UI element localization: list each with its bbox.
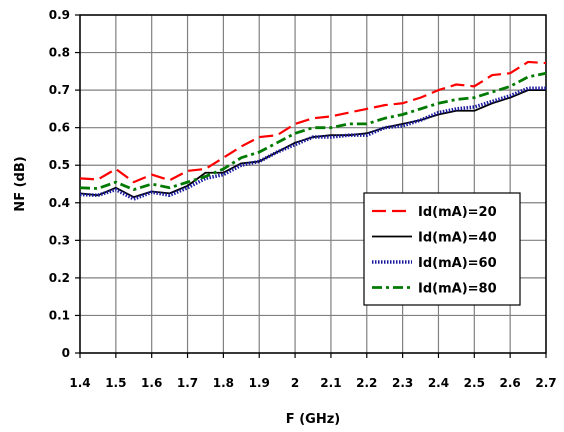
x-tick-label: 2.7 [535, 376, 556, 390]
series-lines [79, 60, 547, 201]
x-tick-label: 1.8 [213, 376, 234, 390]
legend-label: Id(mA)=20 [418, 205, 497, 220]
y-tick-label: 0.4 [49, 196, 70, 210]
x-axis-title: F (GHz) [286, 412, 340, 427]
y-tick-label: 0.9 [49, 8, 70, 22]
plot-area-frame [79, 14, 547, 354]
x-tick-label: 2.1 [320, 376, 341, 390]
legend-label: Id(mA)=60 [418, 256, 497, 271]
x-tick-label: 2.5 [464, 376, 485, 390]
x-tick-label: 1.6 [141, 376, 162, 390]
legend-label: Id(mA)=40 [418, 231, 497, 246]
y-tick-label: 0.7 [49, 83, 70, 97]
x-axis-ticks: 1.4 1.5 1.6 1.7 1.8 1.9 2 2.1 2.2 2.3 2.4 2.5 2.6 2.7 [69, 353, 557, 390]
y-axis-title: NF (dB) [13, 156, 28, 211]
x-tick-label: 2.2 [356, 376, 377, 390]
y-tick-label: 0.8 [49, 46, 70, 60]
series-line-3 [79, 71, 547, 192]
x-tick-label: 2.3 [392, 376, 413, 390]
y-tick-label: 0.1 [49, 308, 70, 322]
x-tick-label: 2 [291, 376, 299, 390]
x-tick-label: 2.6 [500, 376, 521, 390]
legend-box [363, 192, 521, 306]
x-tick-label: 1.5 [105, 376, 126, 390]
y-tick-label: 0.2 [49, 271, 70, 285]
legend-label: Id(mA)=80 [418, 282, 497, 297]
series-line-2 [79, 86, 546, 201]
y-axis-ticks: 0 0.1 0.2 0.3 0.4 0.5 0.6 0.7 0.8 0.9 [49, 8, 80, 360]
y-tick-label: 0 [62, 346, 70, 360]
y-tick-label: 0.5 [49, 158, 70, 172]
x-tick-label: 1.9 [249, 376, 270, 390]
x-tick-label: 2.4 [428, 376, 449, 390]
x-tick-label: 1.7 [177, 376, 198, 390]
x-tick-label: 1.4 [69, 376, 90, 390]
y-tick-label: 0.3 [49, 233, 70, 247]
y-tick-label: 0.6 [49, 121, 70, 135]
legend: Id(mA)=20 Id(mA)=40 Id(mA)=60 Id(mA)=80 [363, 192, 521, 306]
series-line-0 [79, 60, 547, 184]
